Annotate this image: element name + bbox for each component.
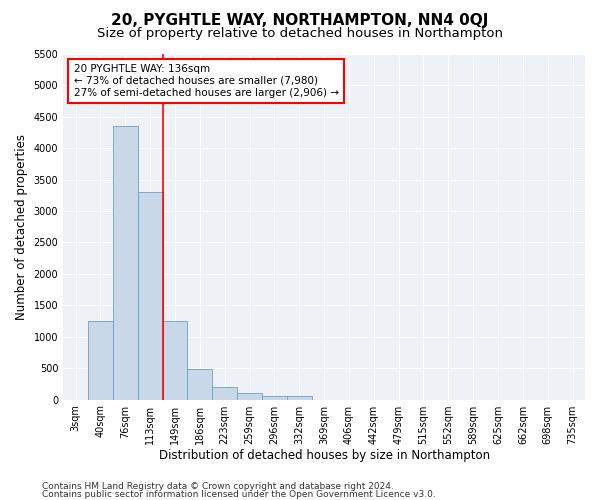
Bar bbox=[88, 321, 113, 400]
Text: Size of property relative to detached houses in Northampton: Size of property relative to detached ho… bbox=[97, 28, 503, 40]
Bar bbox=[187, 370, 212, 400]
Bar bbox=[262, 396, 287, 400]
Bar bbox=[287, 396, 311, 400]
Bar bbox=[212, 387, 237, 400]
Bar bbox=[237, 394, 262, 400]
Text: 20, PYGHTLE WAY, NORTHAMPTON, NN4 0QJ: 20, PYGHTLE WAY, NORTHAMPTON, NN4 0QJ bbox=[112, 12, 488, 28]
Bar bbox=[138, 192, 163, 400]
Text: 20 PYGHTLE WAY: 136sqm
← 73% of detached houses are smaller (7,980)
27% of semi-: 20 PYGHTLE WAY: 136sqm ← 73% of detached… bbox=[74, 64, 338, 98]
Bar bbox=[163, 321, 187, 400]
Text: Contains HM Land Registry data © Crown copyright and database right 2024.: Contains HM Land Registry data © Crown c… bbox=[42, 482, 394, 491]
Y-axis label: Number of detached properties: Number of detached properties bbox=[15, 134, 28, 320]
Bar bbox=[113, 126, 138, 400]
X-axis label: Distribution of detached houses by size in Northampton: Distribution of detached houses by size … bbox=[158, 450, 490, 462]
Text: Contains public sector information licensed under the Open Government Licence v3: Contains public sector information licen… bbox=[42, 490, 436, 499]
